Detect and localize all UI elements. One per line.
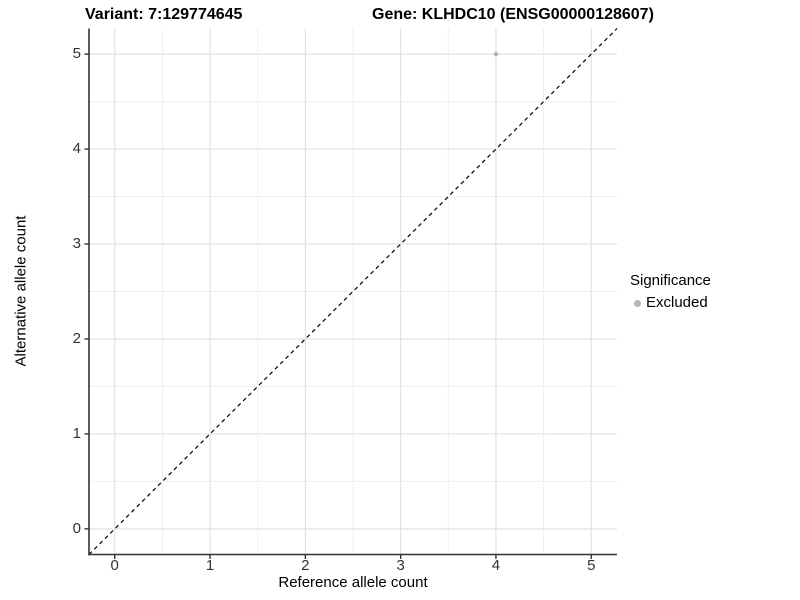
excluded-point-icon: [634, 299, 641, 307]
y-tick-label: 2: [72, 329, 81, 347]
legend-title: Significance: [630, 272, 711, 289]
y-tick-label: 1: [72, 424, 81, 442]
y-tick-label: 4: [72, 140, 81, 158]
x-tick-label: 3: [396, 557, 405, 574]
legend-entry-excluded: Excluded: [634, 294, 711, 312]
legend-entry-label: Excluded: [646, 294, 708, 311]
plot-title-gene: Gene: KLHDC10 (ENSG00000128607): [372, 6, 654, 23]
x-tick-label: 5: [587, 557, 596, 574]
x-tick-label: 1: [205, 557, 215, 574]
x-tick-label: 2: [301, 557, 310, 574]
x-tick-label: 4: [491, 557, 501, 574]
y-axis-title: Alternative allele count: [12, 215, 30, 367]
data-point: [493, 51, 499, 57]
y-tick-label: 3: [72, 235, 81, 253]
x-tick-label: 0: [110, 557, 119, 574]
plot-title-variant: Variant: 7:129774645: [85, 6, 243, 23]
y-tick-label: 5: [72, 45, 81, 63]
legend: Significance Excluded: [630, 271, 711, 312]
x-axis-title: Reference allele count: [278, 574, 428, 591]
y-tick-label: 0: [72, 519, 81, 537]
